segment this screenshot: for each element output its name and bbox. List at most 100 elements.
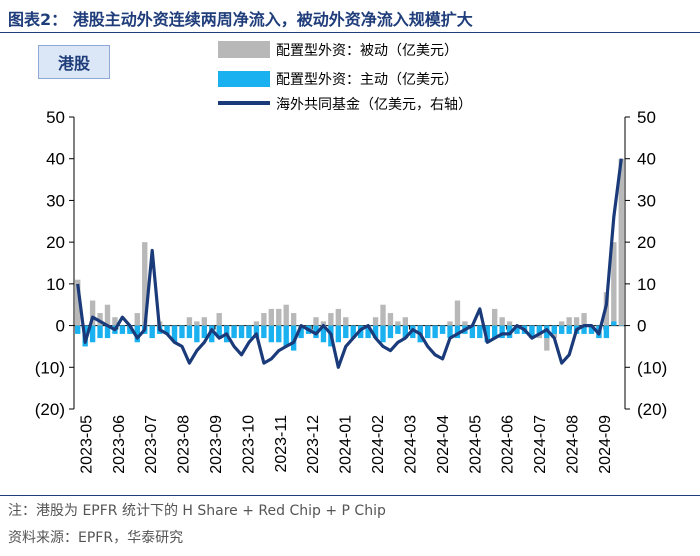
x-tick-label: 2023-07 <box>143 415 160 474</box>
bar-passive <box>268 308 274 326</box>
y-tick-label-right: 30 <box>637 191 656 210</box>
bar-active <box>477 325 483 339</box>
bar-active <box>75 325 81 334</box>
bar-active <box>499 325 505 339</box>
bar-passive <box>559 321 565 326</box>
legend-label-active: 配置型外资：主动（亿美元） <box>276 72 458 88</box>
bar-active <box>104 325 111 339</box>
bar-active <box>253 325 260 339</box>
footer-rule <box>0 495 700 496</box>
bar-active <box>298 325 304 339</box>
legend-swatch-active <box>218 71 270 87</box>
bar-passive <box>97 313 103 326</box>
legend-label-hedge: 海外共同基金（亿美元，右轴） <box>276 96 472 113</box>
legend-swatch-passive <box>218 41 270 58</box>
bar-passive <box>447 321 453 326</box>
bar-passive <box>283 304 289 326</box>
bar-active <box>611 321 617 326</box>
bar-passive <box>454 300 461 326</box>
x-tick-label: 2023-06 <box>111 415 128 474</box>
bar-passive <box>372 317 379 326</box>
bar-passive <box>142 242 148 326</box>
bar-passive <box>276 308 282 326</box>
bar-active <box>127 325 133 334</box>
y-tick-label-left: (20) <box>35 400 65 419</box>
x-tick-label: 2024-09 <box>597 415 614 474</box>
hedge-fund-line <box>76 158 623 369</box>
bar-active <box>618 325 624 327</box>
bar-passive <box>290 313 297 326</box>
y-tick-label-left: 0 <box>56 317 65 336</box>
x-tick-label: 2024-01 <box>338 415 355 474</box>
x-tick-label: 2023-08 <box>176 415 193 474</box>
y-tick-label-right: 40 <box>637 150 656 169</box>
x-tick-label: 2024-07 <box>532 415 549 474</box>
bar-active <box>149 325 155 339</box>
bar-passive <box>134 313 140 326</box>
bar-active <box>186 325 193 339</box>
bar-active <box>559 325 565 334</box>
bar-active <box>119 325 126 334</box>
source-note: 资料来源：EPFR，华泰研究 <box>8 530 184 546</box>
bar-passive <box>328 313 334 326</box>
bar-passive <box>253 321 260 326</box>
y-tick-label-left: 30 <box>46 191 65 210</box>
bar-passive <box>201 317 207 326</box>
x-tick-label: 2023-10 <box>240 415 257 474</box>
bar-passive <box>402 317 409 326</box>
y-tick-label-right: 20 <box>637 233 656 252</box>
bar-active <box>603 325 610 339</box>
bar-active <box>179 325 185 339</box>
y-tick-label-right: 10 <box>637 275 656 294</box>
bar-passive <box>75 279 81 326</box>
bar-active <box>246 325 252 339</box>
y-tick-label-right: (20) <box>637 400 667 419</box>
bar-active <box>439 325 446 334</box>
x-tick-label: 2024-06 <box>500 415 517 474</box>
x-tick-label: 2023-11 <box>273 415 290 473</box>
bar-active <box>402 325 409 339</box>
bar-active <box>454 325 461 339</box>
bar-passive <box>194 321 200 326</box>
bar-active <box>209 325 215 343</box>
y-tick-label-left: 40 <box>46 150 65 169</box>
tick-labels: 50 40 30 20 10 0 (10) (20) 50 40 30 20 10 0 (10) (20) 20… <box>35 108 667 474</box>
bar-active <box>581 325 587 334</box>
x-tick-label: 2024-03 <box>402 415 419 474</box>
bar-passive <box>492 308 498 326</box>
bar-active <box>484 325 490 343</box>
bar-passive <box>499 317 505 326</box>
bar-passive <box>335 308 342 326</box>
x-tick-label: 2024-08 <box>565 415 582 474</box>
bar-passive <box>89 300 96 326</box>
bar-active <box>97 325 103 339</box>
y-tick-label-right: (10) <box>637 358 667 377</box>
bar-active <box>588 325 595 334</box>
legend: 配置型外资：被动（亿美元） 配置型外资：主动（亿美元） 海外共同基金（亿美元，右… <box>218 41 472 113</box>
bar-passive <box>611 242 617 326</box>
x-tick-label: 2024-05 <box>467 415 484 474</box>
bar-passive <box>261 313 267 326</box>
y-tick-label-left: 50 <box>46 108 65 127</box>
bar-passive <box>581 313 587 326</box>
x-tick-label: 2023-09 <box>208 415 225 474</box>
bar-passive <box>387 313 394 326</box>
bar-passive <box>343 317 349 326</box>
x-tick-label: 2024-02 <box>370 415 387 474</box>
bar-active <box>551 325 557 334</box>
bar-passive <box>320 321 327 326</box>
bar-passive <box>462 321 468 326</box>
bar-active <box>201 325 207 339</box>
bar-active <box>350 325 356 339</box>
bar-active <box>514 325 520 334</box>
bar-active <box>469 325 476 339</box>
y-tick-label-right: 50 <box>637 108 656 127</box>
bar-active <box>283 325 289 347</box>
bar-active <box>89 325 96 343</box>
bar-passive <box>104 304 111 326</box>
legend-label-passive: 配置型外资：被动（亿美元） <box>276 43 458 59</box>
bar-active <box>164 325 170 334</box>
bar-active <box>320 325 327 343</box>
bar-active <box>290 325 297 351</box>
bar-active <box>372 325 379 339</box>
